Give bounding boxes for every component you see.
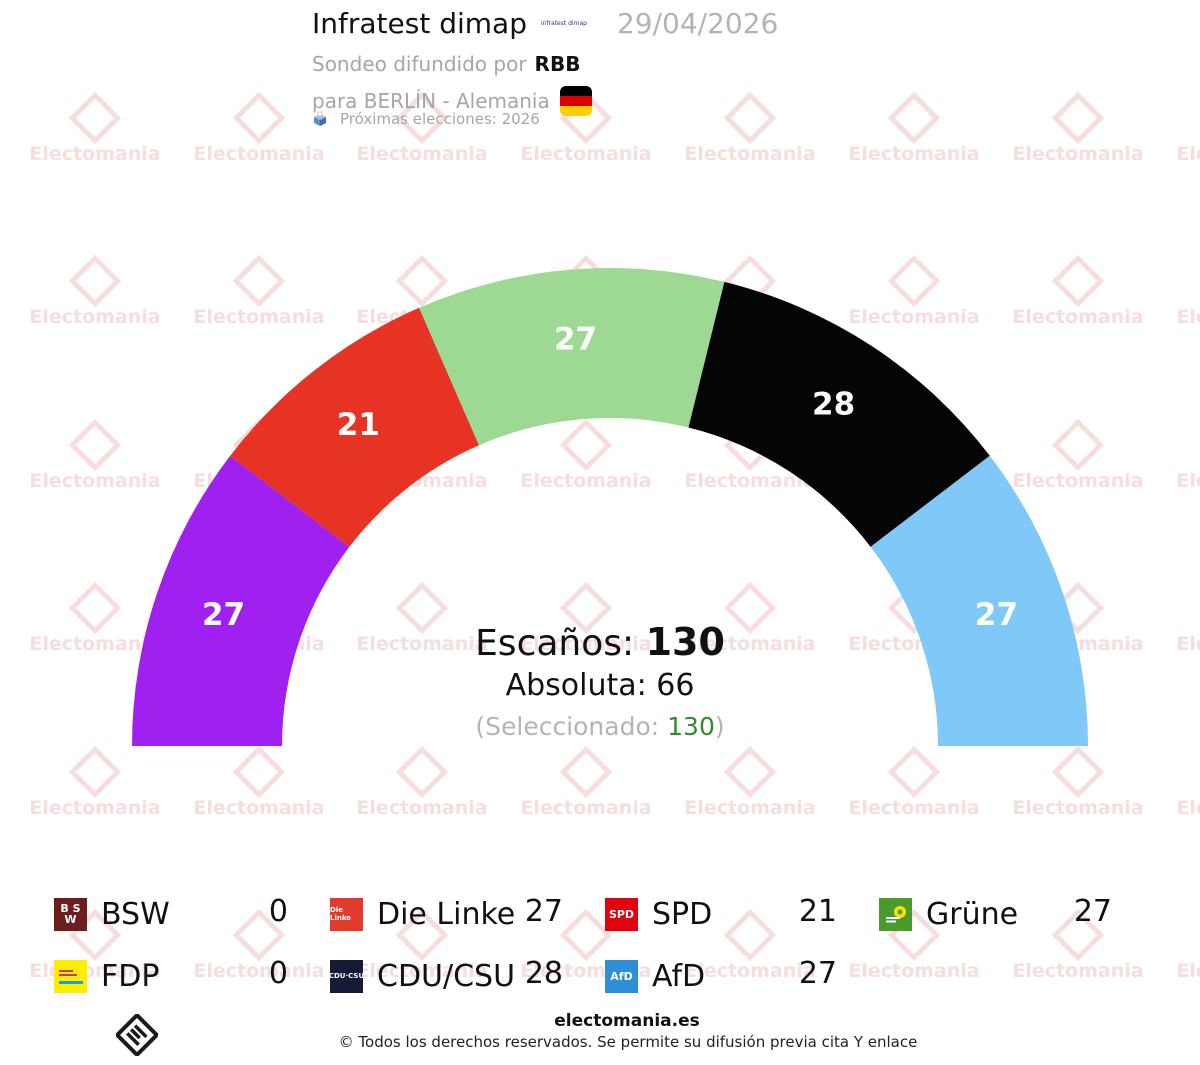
poll-date: 29/04/2026 [616, 6, 779, 40]
cdu-csu-logo-icon: CDU·CSU [330, 959, 363, 993]
legend-value: 0 [268, 956, 288, 991]
seats-total: Escaños: 130 [0, 620, 1200, 664]
legend-item-fdp[interactable]: FDP [54, 956, 159, 996]
legend-name: AfD [652, 958, 706, 994]
svg-text:Electomania: Electomania [1012, 960, 1143, 982]
legend-name: Grüne [926, 896, 1019, 932]
seats-label: Escaños: [475, 623, 635, 664]
watermark-mark: Electomania [1176, 960, 1200, 982]
next-elections: Próximas elecciones: 2026 [340, 110, 540, 128]
selected-value: 130 [667, 712, 715, 741]
legend-value: 21 [798, 894, 837, 929]
pollster-name: Infratest dimap [312, 6, 527, 40]
region-label: para BERLÍN - Alemania [312, 89, 550, 113]
seat-segment-2[interactable] [419, 267, 725, 446]
seat-label-3: 28 [812, 387, 855, 423]
svg-text:Electomania: Electomania [1176, 960, 1200, 982]
svg-text:Electomania: Electomania [1012, 797, 1143, 819]
svg-text:Electomania: Electomania [848, 960, 979, 982]
legend-item-spd[interactable]: SPD SPD [605, 894, 712, 934]
seat-label-2: 27 [554, 321, 597, 357]
legend-item-cdu-csu[interactable]: CDU·CSU CDU/CSU [330, 956, 515, 996]
footer-site: electomania.es [554, 1011, 700, 1031]
legend-item-die-linke[interactable]: Die Linke Die Linke [330, 894, 515, 934]
germany-flag-icon [559, 86, 592, 116]
seat-segment-3[interactable] [688, 281, 990, 547]
legend-name: BSW [101, 896, 170, 932]
legend-value: 27 [798, 956, 837, 991]
poll-header: Infratest dimap infratest dimap 29/04/20… [312, 4, 779, 129]
svg-text:Electomania: Electomania [356, 797, 487, 819]
legend-value: 27 [524, 894, 563, 929]
legend-item-afd[interactable]: AfD AfD [605, 956, 705, 996]
afd-logo-icon: AfD [605, 959, 638, 993]
spd-logo-icon: SPD [605, 897, 638, 931]
ballot-box-icon [314, 111, 326, 126]
media-name: RBB [534, 52, 581, 76]
svg-text:Electomania: Electomania [193, 797, 324, 819]
seat-label-4: 27 [975, 597, 1018, 633]
sunflower-logo-icon [879, 897, 912, 931]
svg-text:Electomania: Electomania [1176, 797, 1200, 819]
legend-item-grune[interactable]: Grüne [879, 894, 1018, 934]
seat-segment-4[interactable] [870, 455, 1088, 746]
electomania-logo-icon [116, 1014, 158, 1056]
legend-value: 0 [268, 894, 288, 929]
svg-text:Electomania: Electomania [29, 797, 160, 819]
fdp-logo-icon [54, 959, 87, 993]
absolute-majority: Absoluta: 66 [505, 668, 695, 703]
legend-name: FDP [101, 958, 160, 994]
legend-value: 27 [1073, 894, 1112, 929]
legend-name: CDU/CSU [377, 958, 516, 994]
parliament-chart: 27 21 27 28 27 [132, 267, 1088, 746]
legend-name: SPD [652, 896, 713, 932]
footer-copyright: © Todos los derechos reservados. Se perm… [338, 1033, 918, 1051]
seat-label-1: 21 [337, 407, 380, 443]
legend-name: Die Linke [377, 896, 516, 932]
seat-segment-0[interactable] [132, 455, 350, 746]
svg-text:Electomania: Electomania [848, 797, 979, 819]
legend-value: 28 [524, 956, 563, 991]
seat-segment-1[interactable] [230, 307, 480, 547]
selected-seats: (Seleccionado: 130) [475, 712, 725, 741]
die-linke-logo-icon: Die Linke [330, 897, 363, 931]
seat-label-0: 27 [202, 597, 245, 633]
spread-by-label: Sondeo difundido por [312, 52, 527, 76]
pollster-logo: infratest dimap [540, 19, 587, 27]
svg-text:Electomania: Electomania [520, 797, 651, 819]
svg-text:Electomania: Electomania [684, 797, 815, 819]
seats-value: 130 [645, 620, 725, 664]
